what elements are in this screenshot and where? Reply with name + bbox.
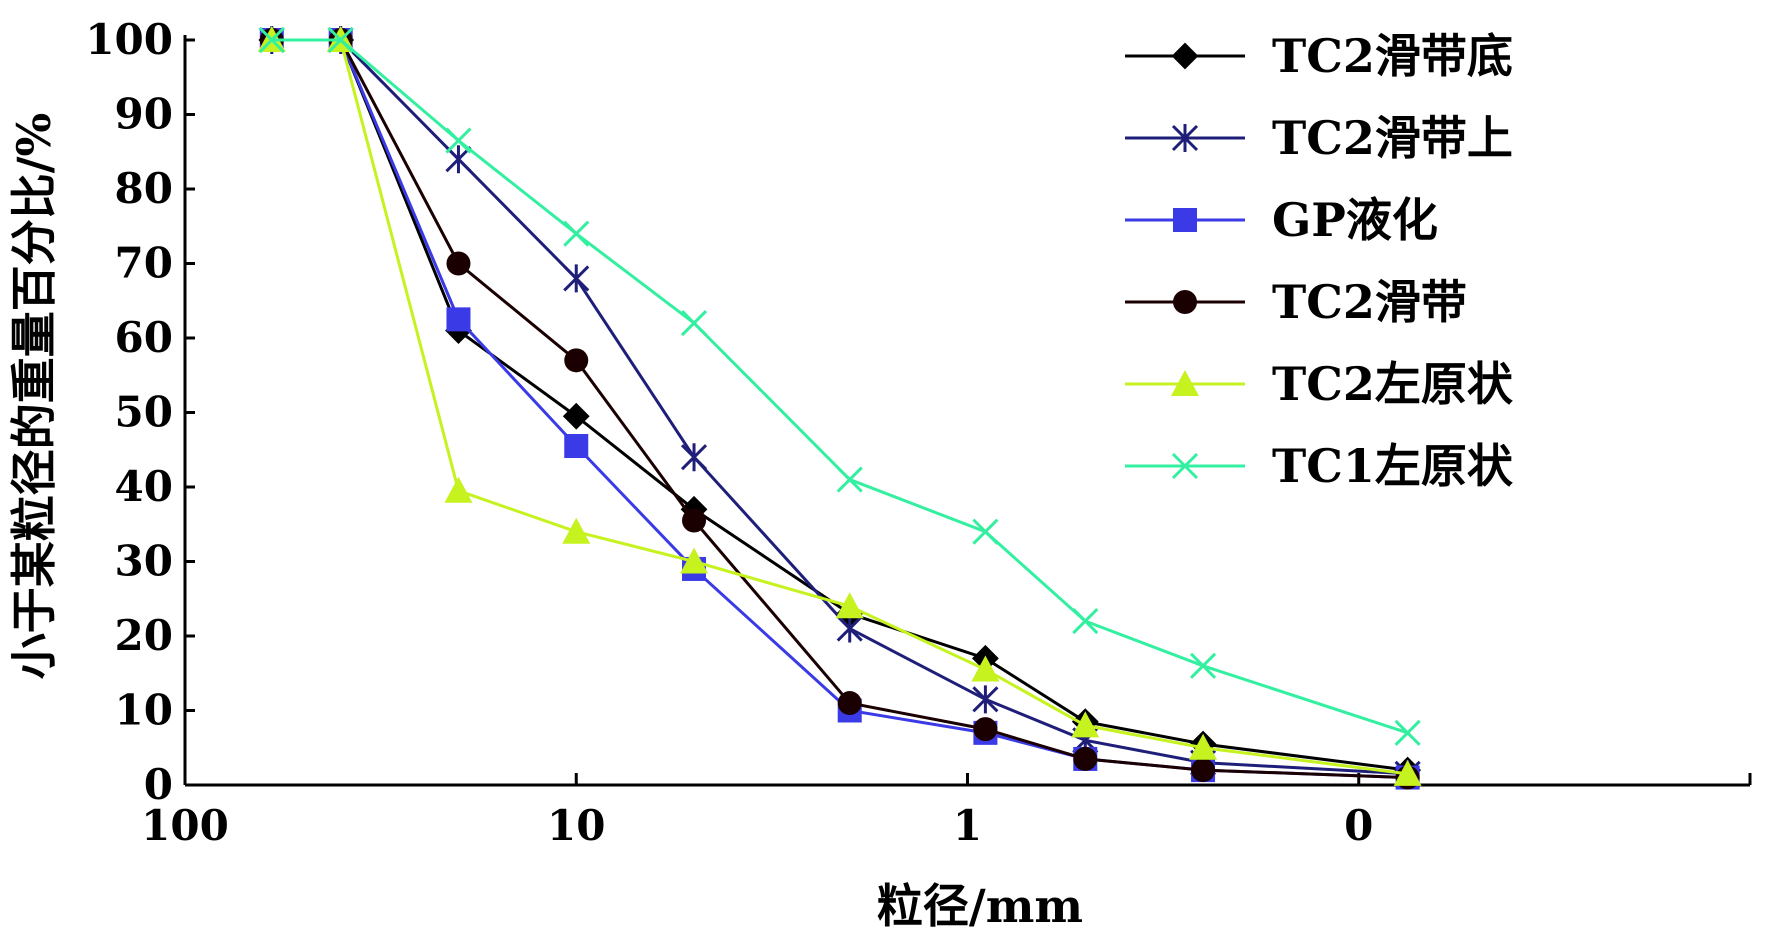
legend-marker <box>1173 208 1197 232</box>
y-tick-label: 80 <box>115 164 173 213</box>
data-point <box>564 434 589 459</box>
series-line <box>271 38 1408 772</box>
data-point <box>562 517 591 544</box>
legend-item: TC2滑带 <box>1125 275 1467 329</box>
data-point <box>836 614 863 643</box>
data-point <box>1189 652 1217 679</box>
series-line <box>271 38 1408 776</box>
legend-marker <box>1171 452 1199 480</box>
x-tick-label: 1 <box>953 801 982 850</box>
series-2 <box>258 26 1421 788</box>
data-point <box>444 476 473 503</box>
data-point <box>971 655 1000 682</box>
y-tick-label: 70 <box>115 239 173 288</box>
series-line <box>271 38 1408 780</box>
data-point <box>680 310 708 337</box>
data-point <box>258 26 285 54</box>
legend-label: TC2滑带上 <box>1272 111 1513 165</box>
legend-label: TC1左原状 <box>1272 439 1514 493</box>
series-layer <box>257 26 1422 790</box>
legend-marker <box>1171 42 1199 70</box>
data-point <box>1072 608 1099 635</box>
series-6 <box>258 26 1421 746</box>
y-tick-label: 20 <box>115 611 173 660</box>
y-tick-label: 50 <box>115 388 173 437</box>
legend-label: TC2滑带 <box>1272 275 1467 329</box>
data-point <box>972 685 999 714</box>
series-line <box>271 38 1408 776</box>
data-point <box>835 592 864 619</box>
series-3 <box>259 28 1420 790</box>
data-point <box>836 466 863 493</box>
data-point <box>563 220 590 247</box>
data-point <box>445 145 472 174</box>
data-point <box>564 348 589 373</box>
legend-marker <box>1171 370 1199 396</box>
series-5 <box>257 26 1422 786</box>
legend: TC2滑带底 TC2滑带上 GP液化 TC2滑带 TC2左原状 TC1左原状 <box>1125 29 1514 493</box>
data-point <box>680 443 708 472</box>
data-point <box>1191 758 1216 783</box>
x-tick-label: 100 <box>141 801 229 850</box>
legend-marker <box>1173 290 1197 314</box>
x-tick-label: 0 <box>1344 801 1373 850</box>
data-point <box>327 26 354 54</box>
data-point <box>837 691 862 716</box>
data-point <box>562 402 590 430</box>
legend-item: TC2滑带底 <box>1125 29 1513 83</box>
x-axis-title: 粒径/mm <box>877 879 1083 933</box>
legend-item: TC2左原状 <box>1125 357 1514 411</box>
data-point <box>973 717 998 742</box>
data-point <box>1394 719 1421 746</box>
data-point <box>682 508 707 533</box>
data-point <box>1073 746 1098 771</box>
data-point <box>1189 733 1218 760</box>
legend-label: TC2左原状 <box>1272 357 1514 411</box>
y-tick-label: 30 <box>115 537 173 586</box>
data-point <box>563 264 590 293</box>
y-tick-label: 100 <box>85 15 173 64</box>
y-tick-label: 40 <box>115 462 173 511</box>
y-axis-title: 小于某粒径的重量百分比/% <box>7 113 61 680</box>
data-point <box>445 127 472 154</box>
data-point <box>1393 759 1422 786</box>
legend-item: TC2滑带上 <box>1125 111 1513 165</box>
series-line <box>271 38 1408 780</box>
legend-label: GP液化 <box>1272 193 1438 247</box>
data-point <box>972 518 999 545</box>
y-tick-label: 0 <box>144 760 173 809</box>
legend-label: TC2滑带底 <box>1272 29 1513 83</box>
series-line <box>271 38 1409 735</box>
data-point <box>1071 711 1100 738</box>
y-tick-label: 60 <box>115 313 173 362</box>
data-point <box>446 251 471 276</box>
series-1 <box>258 26 1422 784</box>
series-4 <box>259 28 1420 790</box>
x-tick-label: 10 <box>547 801 605 850</box>
data-point <box>446 307 471 332</box>
y-tick-label: 10 <box>115 686 173 735</box>
legend-item: GP液化 <box>1125 193 1438 247</box>
legend-item: TC1左原状 <box>1125 439 1514 493</box>
legend-marker <box>1171 124 1199 152</box>
y-tick-label: 90 <box>115 90 173 139</box>
data-point <box>680 547 709 574</box>
